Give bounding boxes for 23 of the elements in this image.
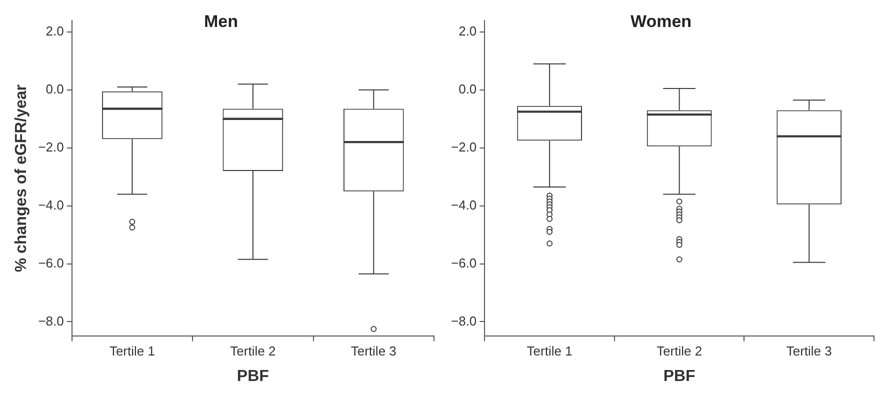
x-tick-label: Tertile 2	[230, 344, 276, 359]
chart-title: Women	[630, 12, 692, 31]
y-tick-label: −6.0	[38, 255, 64, 270]
x-tick-label: Tertile 1	[109, 344, 155, 359]
y-tick-label: 0.0	[46, 82, 64, 97]
x-tick-label: Tertile 3	[786, 344, 832, 359]
y-tick-label: −2.0	[450, 139, 477, 154]
x-tick-label: Tertile 1	[526, 344, 572, 359]
y-tick-label: −8.0	[38, 313, 64, 328]
y-tick-label: −8.0	[450, 313, 477, 328]
y-tick-label: 0.0	[458, 82, 477, 97]
x-tick-label: Tertile 3	[350, 344, 396, 359]
y-tick-label: 2.0	[458, 24, 477, 39]
x-axis-title: PBF	[663, 368, 696, 385]
y-tick-label: 2.0	[46, 24, 64, 39]
y-tick-label: −2.0	[38, 139, 64, 154]
y-tick-label: −6.0	[450, 255, 477, 270]
y-tick-label: −4.0	[450, 197, 477, 212]
y-axis-title: % changes of eGFR/year	[13, 84, 30, 272]
chart-title: Men	[204, 12, 238, 31]
x-tick-label: Tertile 2	[656, 344, 702, 359]
y-tick-label: −4.0	[38, 197, 64, 212]
x-axis-title: PBF	[236, 368, 270, 385]
